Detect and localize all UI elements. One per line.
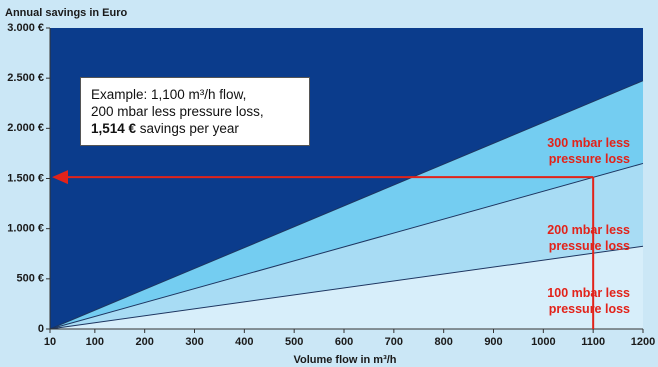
y-tick-label: 1.500 €	[7, 172, 44, 184]
x-tick-label: 10	[44, 336, 56, 348]
y-tick-label: 2.500 €	[7, 72, 44, 84]
x-tick-label: 200	[136, 336, 154, 348]
y-axis-label: Annual savings in Euro	[5, 7, 128, 19]
x-tick-label: 300	[185, 336, 203, 348]
x-axis-label: Volume flow in m³/h	[293, 354, 396, 366]
y-tick-label: 2.000 €	[7, 122, 44, 134]
x-tick-label: 1100	[581, 336, 605, 348]
y-tick-label: 1.000 €	[7, 223, 44, 235]
x-tick-label: 700	[385, 336, 403, 348]
series-label: 100 mbar less pressure loss	[547, 286, 630, 316]
series-line	[49, 162, 644, 330]
y-tick-label: 500 €	[16, 273, 44, 285]
example-tail: savings per year	[136, 121, 239, 136]
x-tick-label: 800	[434, 336, 452, 348]
arrow-head	[52, 170, 68, 185]
example-box: Example: 1,100 m³/h flow, 200 mbar less …	[80, 77, 310, 146]
series-label: 300 mbar less pressure loss	[547, 136, 630, 166]
x-tick-label: 400	[235, 336, 253, 348]
x-tick-label: 1200	[631, 336, 655, 348]
x-tick-label: 600	[335, 336, 353, 348]
x-tick-label: 1000	[531, 336, 555, 348]
example-line: 1,514 € savings per year	[91, 120, 299, 137]
example-line: 200 mbar less pressure loss,	[91, 104, 264, 119]
x-tick-label: 500	[285, 336, 303, 348]
x-tick-label: 900	[484, 336, 502, 348]
series-line	[49, 245, 644, 330]
example-highlight: 1,514 €	[91, 121, 137, 136]
example-line: Example: 1,100 m³/h flow,	[91, 87, 247, 102]
y-tick-label: 3.000 €	[7, 22, 44, 34]
series-label: 200 mbar less pressure loss	[547, 223, 630, 253]
y-tick-label: 0	[38, 323, 44, 335]
x-tick-label: 100	[86, 336, 104, 348]
series-line	[49, 80, 644, 330]
